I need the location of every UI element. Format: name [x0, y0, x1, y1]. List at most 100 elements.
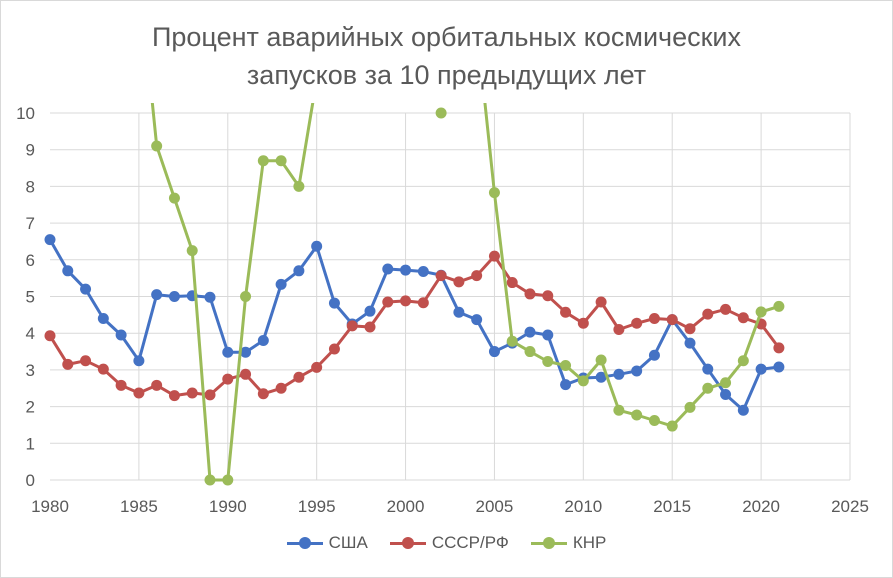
- data-point-usa-1992: [257, 335, 269, 347]
- data-point-prc-2009: [560, 359, 572, 371]
- data-point-usa-1989: [204, 291, 216, 303]
- data-point-ussr-rf-1998: [364, 321, 376, 333]
- data-point-prc-2005: [488, 187, 500, 199]
- y-tick-label-3: 3: [26, 361, 35, 380]
- y-tick-label-7: 7: [26, 214, 35, 233]
- data-point-ussr-rf-1994: [293, 371, 305, 383]
- data-point-ussr-rf-1984: [115, 379, 127, 391]
- data-point-prc-1987: [168, 192, 180, 204]
- data-point-ussr-rf-1991: [240, 368, 252, 380]
- data-point-ussr-rf-2009: [560, 306, 572, 318]
- data-point-prc-1993: [275, 155, 287, 167]
- data-point-prc-2014: [648, 415, 660, 427]
- data-point-usa-2011: [595, 371, 607, 383]
- legend-label-ussr-rf: СССР/РФ: [431, 533, 509, 552]
- data-point-prc-2012: [613, 404, 625, 416]
- data-point-prc-2007: [524, 346, 536, 358]
- data-point-usa-2017: [702, 363, 714, 375]
- data-point-ussr-rf-2014: [648, 313, 660, 325]
- data-point-ussr-rf-1988: [186, 387, 198, 399]
- data-point-usa-1999: [382, 263, 394, 275]
- data-point-ussr-rf-1980: [44, 330, 56, 342]
- x-tick-label-1995: 1995: [298, 497, 336, 516]
- data-point-usa-1987: [168, 291, 180, 302]
- data-point-usa-2013: [631, 365, 643, 377]
- data-point-ussr-rf-2018: [720, 303, 732, 315]
- x-tick-label-2025: 2025: [831, 497, 869, 516]
- data-point-ussr-rf-2000: [400, 295, 412, 307]
- data-point-usa-2008: [542, 329, 554, 341]
- data-point-ussr-rf-2001: [417, 297, 429, 309]
- data-point-usa-2020: [755, 363, 767, 375]
- data-point-ussr-rf-1995: [311, 361, 323, 373]
- data-point-prc-2020: [755, 306, 767, 318]
- data-point-ussr-rf-2002: [435, 270, 447, 282]
- data-point-prc-1990: [222, 474, 234, 486]
- data-point-usa-1990: [222, 346, 234, 358]
- legend-label-prc: КНР: [572, 533, 607, 552]
- data-point-ussr-rf-2004: [471, 270, 483, 282]
- data-point-usa-2018: [720, 388, 732, 400]
- y-tick-label-1: 1: [26, 434, 35, 453]
- legend-marker-prc: [542, 537, 555, 549]
- data-point-usa-2009: [560, 379, 572, 391]
- data-point-prc-1988: [186, 245, 198, 257]
- data-point-prc-2013: [631, 409, 643, 421]
- data-point-ussr-rf-1993: [275, 382, 287, 394]
- x-tick-label-1985: 1985: [120, 497, 158, 516]
- data-point-usa-2001: [417, 266, 429, 278]
- data-point-ussr-rf-2011: [595, 296, 607, 308]
- data-point-prc-2019: [737, 355, 749, 367]
- x-tick-label-1990: 1990: [209, 497, 247, 516]
- data-point-usa-1984: [115, 329, 127, 341]
- data-point-usa-1986: [151, 289, 163, 301]
- data-point-prc-1991: [240, 291, 252, 302]
- chart-title-line-2: запусков за 10 предыдущих лет: [246, 60, 647, 90]
- x-tick-label-2020: 2020: [742, 497, 780, 516]
- legend-item-prc: КНР: [530, 533, 607, 553]
- data-point-prc-2011: [595, 354, 607, 366]
- legend-swatch-prc: [530, 537, 567, 549]
- data-point-usa-2004: [471, 314, 483, 326]
- data-point-ussr-rf-1999: [382, 296, 394, 308]
- legend: США СССР/РФ КНР: [0, 533, 893, 553]
- legend-item-ussr-rf: СССР/РФ: [389, 533, 509, 553]
- data-point-ussr-rf-2012: [613, 324, 625, 336]
- data-point-prc-2006: [506, 335, 518, 347]
- legend-label-usa: США: [328, 533, 368, 552]
- y-tick-label-5: 5: [26, 288, 35, 307]
- data-point-usa-2000: [400, 264, 412, 276]
- data-point-usa-2014: [648, 349, 660, 361]
- legend-marker-usa: [298, 537, 311, 549]
- data-point-ussr-rf-1996: [328, 343, 340, 355]
- y-tick-label-10: 10: [16, 104, 35, 123]
- data-point-ussr-rf-2005: [488, 250, 500, 262]
- data-point-ussr-rf-2019: [737, 312, 749, 324]
- data-point-usa-2012: [613, 368, 625, 380]
- chart-title: Процент аварийных орбитальных космически…: [0, 18, 893, 94]
- chart-title-line-1: Процент аварийных орбитальных космически…: [151, 22, 742, 52]
- data-point-prc-2015: [666, 420, 678, 432]
- data-point-ussr-rf-1982: [80, 355, 92, 367]
- data-point-ussr-rf-1989: [204, 389, 216, 401]
- data-point-usa-1981: [62, 265, 74, 277]
- data-point-ussr-rf-1997: [346, 320, 358, 332]
- data-point-prc-2010: [577, 375, 589, 387]
- y-tick-label-0: 0: [26, 471, 35, 490]
- data-point-ussr-rf-1992: [257, 388, 269, 400]
- data-point-ussr-rf-2007: [524, 288, 536, 300]
- data-point-prc-2016: [684, 401, 696, 413]
- data-point-usa-1982: [80, 283, 92, 295]
- data-point-ussr-rf-1983: [97, 363, 109, 375]
- legend-marker-ussr-rf: [401, 537, 414, 549]
- data-point-prc-2017: [702, 382, 714, 394]
- legend-swatch-ussr-rf: [389, 537, 426, 549]
- legend-swatch-usa: [286, 537, 323, 549]
- data-point-ussr-rf-2010: [577, 317, 589, 329]
- data-point-ussr-rf-1987: [168, 390, 180, 402]
- data-point-usa-1985: [133, 355, 145, 367]
- data-point-prc-1989: [204, 474, 216, 486]
- data-point-ussr-rf-2021: [773, 342, 785, 354]
- data-point-ussr-rf-2017: [702, 308, 714, 320]
